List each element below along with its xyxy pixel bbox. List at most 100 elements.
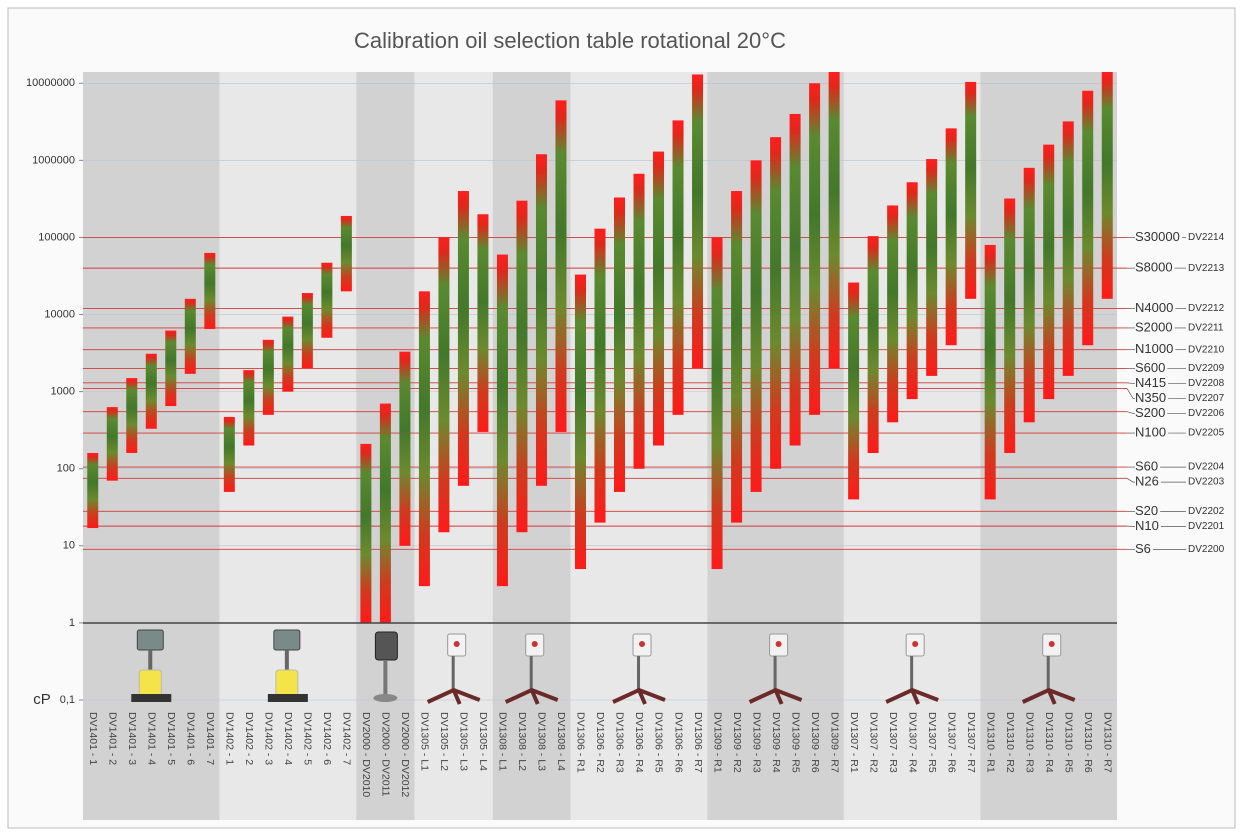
x-tick-label: DV1309 - R7 xyxy=(828,712,840,773)
icon-part xyxy=(284,650,289,672)
range-bar xyxy=(828,72,840,369)
x-tick-label: DV1402 - 5 xyxy=(302,712,314,765)
icon-part xyxy=(451,689,462,705)
range-bar xyxy=(711,237,723,570)
reference-label: S60 xyxy=(1135,459,1158,474)
x-tick-label: DV1308 - L4 xyxy=(555,712,567,771)
icon-part xyxy=(637,689,647,705)
x-tick-label: DV2000 - DV2010 xyxy=(360,712,372,797)
icon-part xyxy=(910,689,920,705)
icon-part xyxy=(267,694,308,702)
icon-part xyxy=(1046,656,1050,692)
range-bar xyxy=(262,339,274,415)
x-tick-label: DV1305 - L2 xyxy=(438,712,450,771)
reference-code: DV2214 xyxy=(1188,232,1225,243)
range-bar xyxy=(418,291,430,587)
instrument-icon xyxy=(885,633,939,705)
reference-code: DV2207 xyxy=(1188,393,1225,404)
y-axis-label: cP xyxy=(33,691,51,708)
range-bar xyxy=(731,191,743,523)
x-tick-label: DV1306 - R5 xyxy=(653,712,665,773)
range-bar xyxy=(340,215,352,292)
x-tick-label: DV1307 - R2 xyxy=(867,712,879,773)
x-tick-label: DV1307 - R6 xyxy=(945,712,957,773)
icon-part xyxy=(383,660,388,696)
x-tick-label: DV1306 - R3 xyxy=(614,712,626,773)
range-bar xyxy=(965,81,977,299)
reference-code: DV2205 xyxy=(1188,428,1225,439)
range-bar xyxy=(848,282,860,500)
reference-label: S30000 xyxy=(1135,229,1180,244)
instrument-icon xyxy=(504,633,559,705)
range-bar xyxy=(204,252,216,329)
reference-code: DV2201 xyxy=(1188,521,1225,532)
icon-part xyxy=(374,631,398,661)
x-tick-label: DV1310 - R3 xyxy=(1023,712,1035,773)
x-tick-label: DV1307 - R4 xyxy=(906,712,918,773)
y-tick-label: 1 xyxy=(69,617,75,629)
range-bar xyxy=(945,128,957,346)
reference-code: DV2213 xyxy=(1188,263,1225,274)
icon-part xyxy=(136,629,164,651)
range-bar xyxy=(1023,167,1035,423)
icon-part xyxy=(912,641,919,647)
x-tick-label: DV1308 - L1 xyxy=(497,712,509,771)
x-tick-label: DV1308 - L3 xyxy=(536,712,548,771)
x-tick-label: DV1401 - 6 xyxy=(185,712,197,765)
y-tick-label: 1000000 xyxy=(32,154,75,166)
range-bar xyxy=(555,100,567,432)
x-tick-label: DV1401 - 3 xyxy=(126,712,138,765)
x-tick-label: DV1401 - 1 xyxy=(87,712,99,765)
icon-part xyxy=(373,694,398,702)
range-bar xyxy=(87,452,99,529)
range-bar xyxy=(516,200,528,533)
x-tick-label: DV2000 - DV2012 xyxy=(399,712,411,797)
x-tick-label: DV1307 - R7 xyxy=(965,712,977,773)
instrument-icon xyxy=(1021,633,1076,705)
range-bar xyxy=(926,159,938,376)
icon-part xyxy=(275,669,299,697)
reference-label: N415 xyxy=(1135,375,1166,390)
reference-label: S2000 xyxy=(1135,319,1173,334)
instrument-icon xyxy=(612,633,666,705)
y-tick-label: 100 xyxy=(57,463,75,475)
x-tick-label: DV1309 - R1 xyxy=(711,712,723,773)
x-tick-label: DV1402 - 3 xyxy=(263,712,275,765)
range-bar xyxy=(379,403,391,623)
x-tick-label: DV1402 - 4 xyxy=(282,712,294,765)
range-bar xyxy=(496,254,508,587)
reference-code: DV2212 xyxy=(1188,303,1225,314)
instrument-icon xyxy=(373,631,398,702)
x-tick-label: DV1308 - L2 xyxy=(516,712,528,771)
instrument-icon xyxy=(748,633,803,705)
x-tick-label: DV2000 - DV2011 xyxy=(380,712,392,797)
x-tick-label: DV1305 - L3 xyxy=(458,712,470,771)
x-tick-label: DV1402 - 7 xyxy=(341,712,353,765)
reference-code: DV2209 xyxy=(1188,363,1225,374)
icon-part xyxy=(531,641,538,647)
icon-part xyxy=(1048,641,1055,647)
range-bar xyxy=(614,197,626,492)
x-tick-label: DV1310 - R4 xyxy=(1043,712,1055,773)
range-bar xyxy=(321,262,333,338)
icon-part xyxy=(148,650,153,672)
x-tick-label: DV1307 - R3 xyxy=(887,712,899,773)
icon-part xyxy=(637,656,641,692)
icon-part xyxy=(1046,689,1057,705)
reference-label: S600 xyxy=(1135,360,1165,375)
icon-part xyxy=(138,669,162,697)
x-tick-label: DV1309 - R2 xyxy=(731,712,743,773)
y-tick-label: 10 xyxy=(63,540,75,552)
x-tick-label: DV1401 - 7 xyxy=(204,712,216,765)
range-bar xyxy=(243,370,255,446)
x-tick-label: DV1307 - R5 xyxy=(926,712,938,773)
x-tick-label: DV1306 - R1 xyxy=(575,712,587,773)
reference-code: DV2200 xyxy=(1188,544,1225,555)
range-bar xyxy=(165,330,177,407)
range-bar xyxy=(1101,72,1113,299)
reference-code: DV2203 xyxy=(1188,477,1225,488)
icon-part xyxy=(131,694,172,702)
labels: 0,1 1 10 100 1000 10000 100000 1000000 10000000 S… xyxy=(26,77,1225,797)
chart-title: Calibration oil selection table rotation… xyxy=(354,28,786,53)
